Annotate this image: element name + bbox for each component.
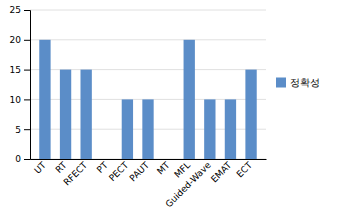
legend-item: 정확성 [276,77,320,88]
tick: 15 [10,65,30,75]
bar [204,99,215,159]
tick-mark [24,159,30,160]
tick-label: PT [95,160,110,175]
tick: 5 [15,125,30,135]
tick: PT [95,160,110,175]
tick: PAUT [128,160,152,184]
tick: PECT [107,160,131,184]
tick-label: 20 [10,35,22,45]
bar [80,70,91,159]
tick-label: 10 [10,95,22,105]
legend: 정확성 [276,77,320,88]
tick-label: 0 [15,154,21,164]
tick-label: EMAT [209,160,234,185]
tick-mark [24,10,30,11]
tick: UT [32,160,48,176]
tick-mark [24,40,30,41]
plot: UTRTRFECTPTPECTPAUTMTMFLGuided-WaveEMATE… [10,5,267,209]
chart-container: UTRTRFECTPTPECTPAUTMTMFLGuided-WaveEMATE… [0,0,338,209]
x-axis: UTRTRFECTPTPECTPAUTMTMFLGuided-WaveEMATE… [31,160,267,209]
y-axis: 0 5 10 15 20 25 [10,5,31,164]
bar [142,99,153,159]
tick: 0 [15,154,30,164]
tick-label: Guided-Wave [163,160,213,209]
chart-svg: UTRTRFECTPTPECTPAUTMTMFLGuided-WaveEMATE… [0,0,338,209]
bar [184,40,195,159]
tick-label: 15 [10,65,21,75]
axis-line [24,11,31,160]
tick-label: RFECT [62,160,90,188]
legend-swatch [276,78,286,88]
tick: ECT [235,160,255,180]
tick-label: 5 [15,125,21,135]
tick: RT [54,160,69,175]
bar [245,70,256,159]
bar [225,99,236,159]
grid-line [30,10,266,11]
tick: 20 [10,35,30,45]
tick-label: ECT [235,160,255,180]
tick-label: UT [32,160,48,176]
tick: MT [155,160,172,177]
bar [163,159,174,160]
axis-line [31,159,267,160]
tick-mark [24,70,30,71]
bar [101,159,112,160]
bar-series [39,40,256,159]
bar [122,99,133,159]
tick-mark [24,129,30,130]
tick: Guided-Wave [163,160,213,209]
tick-label: PECT [107,160,131,184]
bar [60,70,71,159]
tick: RFECT [62,160,90,188]
tick-label: PAUT [128,160,152,184]
tick: 25 [10,5,30,15]
tick: EMAT [209,160,234,185]
bar [39,40,50,159]
tick-label: 25 [10,5,21,15]
legend-label: 정확성 [290,77,320,88]
tick-label: RT [54,160,69,175]
grid-line [30,39,266,40]
tick: 10 [10,95,30,105]
grid [30,10,266,159]
tick-label: MT [155,160,172,177]
bars [39,40,256,159]
tick-mark [24,99,30,100]
